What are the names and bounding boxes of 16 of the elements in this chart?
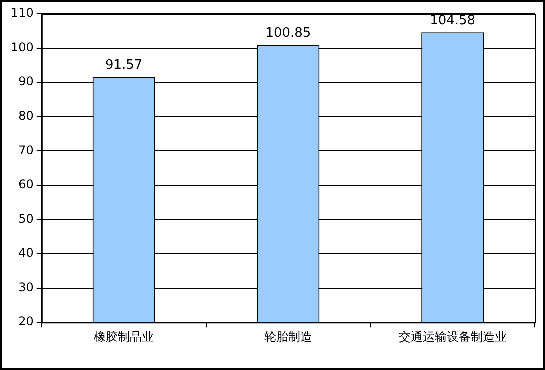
data-label: 100.85 <box>266 26 312 42</box>
y-tick-label: 50 <box>18 212 34 226</box>
x-tick-label: 交通运输设备制造业 <box>398 330 507 344</box>
y-tick-label: 90 <box>18 74 34 89</box>
y-tick-label: 100 <box>11 40 34 54</box>
x-tick-label: 橡胶制品业 <box>94 330 154 344</box>
y-tick-label: 60 <box>18 178 34 192</box>
y-tick-label: 80 <box>18 108 34 123</box>
x-tick-label: 轮胎制造 <box>264 330 312 344</box>
y-tick-label: 30 <box>18 280 34 294</box>
data-label: 104.58 <box>430 13 476 28</box>
y-tick-label: 70 <box>18 143 34 158</box>
y-tick-label: 20 <box>18 314 34 329</box>
data-label: 91.57 <box>105 58 143 74</box>
y-tick-label: 40 <box>18 246 34 260</box>
y-tick-label: 110 <box>11 6 34 20</box>
